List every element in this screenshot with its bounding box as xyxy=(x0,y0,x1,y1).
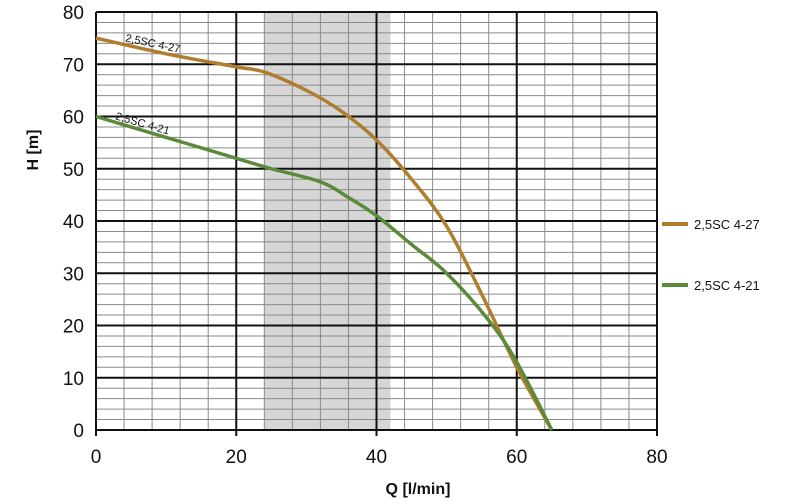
y-axis-label: H [m] xyxy=(25,130,42,171)
y-tick-label: 40 xyxy=(63,212,84,233)
x-tick-label: 20 xyxy=(226,447,247,468)
x-tick-label: 0 xyxy=(91,447,102,468)
curve-label: 2,5SC 4-21 xyxy=(114,111,171,138)
x-tick-label: 40 xyxy=(366,447,387,468)
legend-label: 2,5SC 4-27 xyxy=(694,217,760,232)
y-tick-label: 50 xyxy=(63,160,84,181)
x-tick-label: 80 xyxy=(646,447,667,468)
series-line xyxy=(95,114,554,431)
y-tick-label: 20 xyxy=(63,317,84,338)
y-tick-label: 30 xyxy=(63,264,84,285)
y-tick-label: 70 xyxy=(63,55,84,76)
legend-label: 2,5SC 4-21 xyxy=(694,278,760,293)
x-tick-label: 60 xyxy=(506,447,527,468)
y-tick-label: 10 xyxy=(63,369,84,390)
series-line xyxy=(95,36,554,431)
y-tick-label: 0 xyxy=(73,421,84,442)
y-tick-label: 60 xyxy=(63,108,84,129)
y-tick-label: 80 xyxy=(63,3,84,24)
x-axis-label: Q [l/min] xyxy=(386,481,451,498)
